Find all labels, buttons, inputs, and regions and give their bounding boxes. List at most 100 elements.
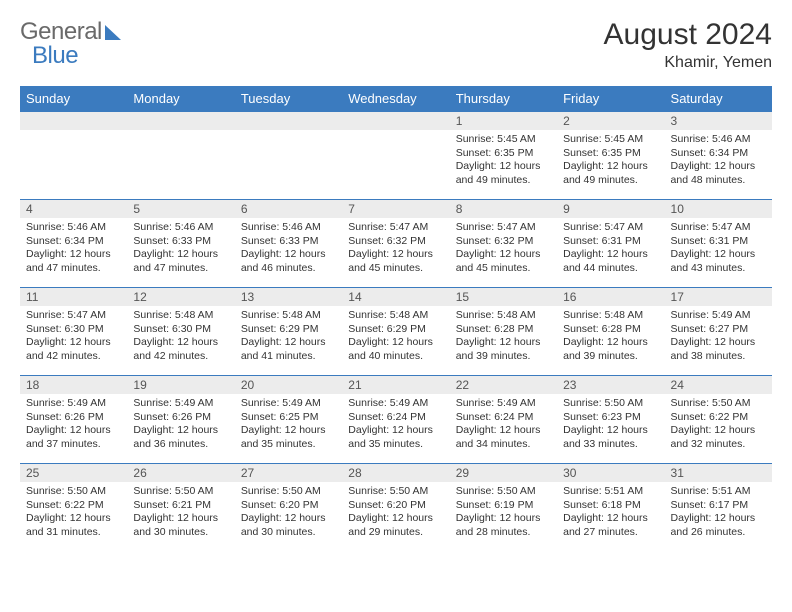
sunset-text: Sunset: 6:26 PM (26, 411, 121, 425)
day-details: Sunrise: 5:50 AMSunset: 6:21 PMDaylight:… (127, 482, 234, 544)
day-details: Sunrise: 5:51 AMSunset: 6:17 PMDaylight:… (665, 482, 772, 544)
daylight-text: Daylight: 12 hours and 49 minutes. (456, 160, 551, 187)
calendar-day-cell: 8Sunrise: 5:47 AMSunset: 6:32 PMDaylight… (450, 200, 557, 288)
day-number: 6 (235, 200, 342, 218)
daylight-text: Daylight: 12 hours and 45 minutes. (348, 248, 443, 275)
daylight-text: Daylight: 12 hours and 46 minutes. (241, 248, 336, 275)
weekday-header: Wednesday (342, 86, 449, 112)
sunset-text: Sunset: 6:34 PM (671, 147, 766, 161)
sunset-text: Sunset: 6:34 PM (26, 235, 121, 249)
sunrise-text: Sunrise: 5:47 AM (671, 221, 766, 235)
sunset-text: Sunset: 6:20 PM (348, 499, 443, 513)
day-number (235, 112, 342, 130)
day-details: Sunrise: 5:47 AMSunset: 6:32 PMDaylight:… (342, 218, 449, 280)
day-number (342, 112, 449, 130)
calendar-day-cell: 4Sunrise: 5:46 AMSunset: 6:34 PMDaylight… (20, 200, 127, 288)
day-number: 5 (127, 200, 234, 218)
sunset-text: Sunset: 6:28 PM (456, 323, 551, 337)
day-details: Sunrise: 5:49 AMSunset: 6:26 PMDaylight:… (127, 394, 234, 456)
daylight-text: Daylight: 12 hours and 39 minutes. (456, 336, 551, 363)
sunrise-text: Sunrise: 5:50 AM (241, 485, 336, 499)
calendar-day-cell: 29Sunrise: 5:50 AMSunset: 6:19 PMDayligh… (450, 464, 557, 552)
sunset-text: Sunset: 6:25 PM (241, 411, 336, 425)
sunrise-text: Sunrise: 5:48 AM (241, 309, 336, 323)
day-number: 22 (450, 376, 557, 394)
day-number: 28 (342, 464, 449, 482)
daylight-text: Daylight: 12 hours and 30 minutes. (133, 512, 228, 539)
day-details: Sunrise: 5:50 AMSunset: 6:20 PMDaylight:… (235, 482, 342, 544)
day-number: 20 (235, 376, 342, 394)
day-number: 31 (665, 464, 772, 482)
sunrise-text: Sunrise: 5:49 AM (133, 397, 228, 411)
day-number: 7 (342, 200, 449, 218)
sunset-text: Sunset: 6:24 PM (456, 411, 551, 425)
calendar-day-cell: 30Sunrise: 5:51 AMSunset: 6:18 PMDayligh… (557, 464, 664, 552)
day-number (20, 112, 127, 130)
calendar-day-cell (20, 112, 127, 200)
daylight-text: Daylight: 12 hours and 26 minutes. (671, 512, 766, 539)
day-number: 11 (20, 288, 127, 306)
sunset-text: Sunset: 6:30 PM (133, 323, 228, 337)
day-details: Sunrise: 5:46 AMSunset: 6:33 PMDaylight:… (127, 218, 234, 280)
day-details: Sunrise: 5:49 AMSunset: 6:25 PMDaylight:… (235, 394, 342, 456)
sunrise-text: Sunrise: 5:50 AM (563, 397, 658, 411)
sunset-text: Sunset: 6:29 PM (241, 323, 336, 337)
day-details: Sunrise: 5:47 AMSunset: 6:30 PMDaylight:… (20, 306, 127, 368)
calendar-week-row: 18Sunrise: 5:49 AMSunset: 6:26 PMDayligh… (20, 376, 772, 464)
sunrise-text: Sunrise: 5:51 AM (563, 485, 658, 499)
sunrise-text: Sunrise: 5:49 AM (26, 397, 121, 411)
sunset-text: Sunset: 6:21 PM (133, 499, 228, 513)
calendar-day-cell: 6Sunrise: 5:46 AMSunset: 6:33 PMDaylight… (235, 200, 342, 288)
day-details: Sunrise: 5:46 AMSunset: 6:34 PMDaylight:… (665, 130, 772, 192)
day-details: Sunrise: 5:46 AMSunset: 6:33 PMDaylight:… (235, 218, 342, 280)
day-number: 12 (127, 288, 234, 306)
sunrise-text: Sunrise: 5:48 AM (133, 309, 228, 323)
daylight-text: Daylight: 12 hours and 38 minutes. (671, 336, 766, 363)
day-details: Sunrise: 5:50 AMSunset: 6:22 PMDaylight:… (20, 482, 127, 544)
sunset-text: Sunset: 6:22 PM (26, 499, 121, 513)
sunrise-text: Sunrise: 5:47 AM (563, 221, 658, 235)
day-number: 17 (665, 288, 772, 306)
sunset-text: Sunset: 6:32 PM (348, 235, 443, 249)
day-number: 30 (557, 464, 664, 482)
day-details: Sunrise: 5:48 AMSunset: 6:28 PMDaylight:… (557, 306, 664, 368)
sunrise-text: Sunrise: 5:45 AM (563, 133, 658, 147)
day-details: Sunrise: 5:47 AMSunset: 6:32 PMDaylight:… (450, 218, 557, 280)
daylight-text: Daylight: 12 hours and 35 minutes. (241, 424, 336, 451)
day-number: 27 (235, 464, 342, 482)
day-details: Sunrise: 5:50 AMSunset: 6:23 PMDaylight:… (557, 394, 664, 456)
daylight-text: Daylight: 12 hours and 27 minutes. (563, 512, 658, 539)
calendar-day-cell: 9Sunrise: 5:47 AMSunset: 6:31 PMDaylight… (557, 200, 664, 288)
sunrise-text: Sunrise: 5:45 AM (456, 133, 551, 147)
sunset-text: Sunset: 6:32 PM (456, 235, 551, 249)
calendar-day-cell: 22Sunrise: 5:49 AMSunset: 6:24 PMDayligh… (450, 376, 557, 464)
logo-text-2: Blue (32, 42, 78, 69)
weekday-header-row: Sunday Monday Tuesday Wednesday Thursday… (20, 86, 772, 112)
day-number: 15 (450, 288, 557, 306)
title-block: August 2024 Khamir, Yemen (604, 18, 772, 72)
calendar-day-cell: 24Sunrise: 5:50 AMSunset: 6:22 PMDayligh… (665, 376, 772, 464)
daylight-text: Daylight: 12 hours and 40 minutes. (348, 336, 443, 363)
daylight-text: Daylight: 12 hours and 43 minutes. (671, 248, 766, 275)
calendar-day-cell: 31Sunrise: 5:51 AMSunset: 6:17 PMDayligh… (665, 464, 772, 552)
weekday-header: Thursday (450, 86, 557, 112)
calendar-day-cell: 21Sunrise: 5:49 AMSunset: 6:24 PMDayligh… (342, 376, 449, 464)
calendar-day-cell: 23Sunrise: 5:50 AMSunset: 6:23 PMDayligh… (557, 376, 664, 464)
day-number: 4 (20, 200, 127, 218)
calendar-day-cell (342, 112, 449, 200)
day-details: Sunrise: 5:49 AMSunset: 6:24 PMDaylight:… (450, 394, 557, 456)
day-details: Sunrise: 5:49 AMSunset: 6:27 PMDaylight:… (665, 306, 772, 368)
calendar-day-cell: 2Sunrise: 5:45 AMSunset: 6:35 PMDaylight… (557, 112, 664, 200)
day-details: Sunrise: 5:48 AMSunset: 6:28 PMDaylight:… (450, 306, 557, 368)
day-details: Sunrise: 5:48 AMSunset: 6:29 PMDaylight:… (235, 306, 342, 368)
calendar-day-cell: 18Sunrise: 5:49 AMSunset: 6:26 PMDayligh… (20, 376, 127, 464)
day-number: 3 (665, 112, 772, 130)
sunset-text: Sunset: 6:24 PM (348, 411, 443, 425)
daylight-text: Daylight: 12 hours and 36 minutes. (133, 424, 228, 451)
daylight-text: Daylight: 12 hours and 44 minutes. (563, 248, 658, 275)
sunrise-text: Sunrise: 5:50 AM (348, 485, 443, 499)
sunrise-text: Sunrise: 5:49 AM (671, 309, 766, 323)
calendar-week-row: 1Sunrise: 5:45 AMSunset: 6:35 PMDaylight… (20, 112, 772, 200)
sunset-text: Sunset: 6:30 PM (26, 323, 121, 337)
sunset-text: Sunset: 6:23 PM (563, 411, 658, 425)
